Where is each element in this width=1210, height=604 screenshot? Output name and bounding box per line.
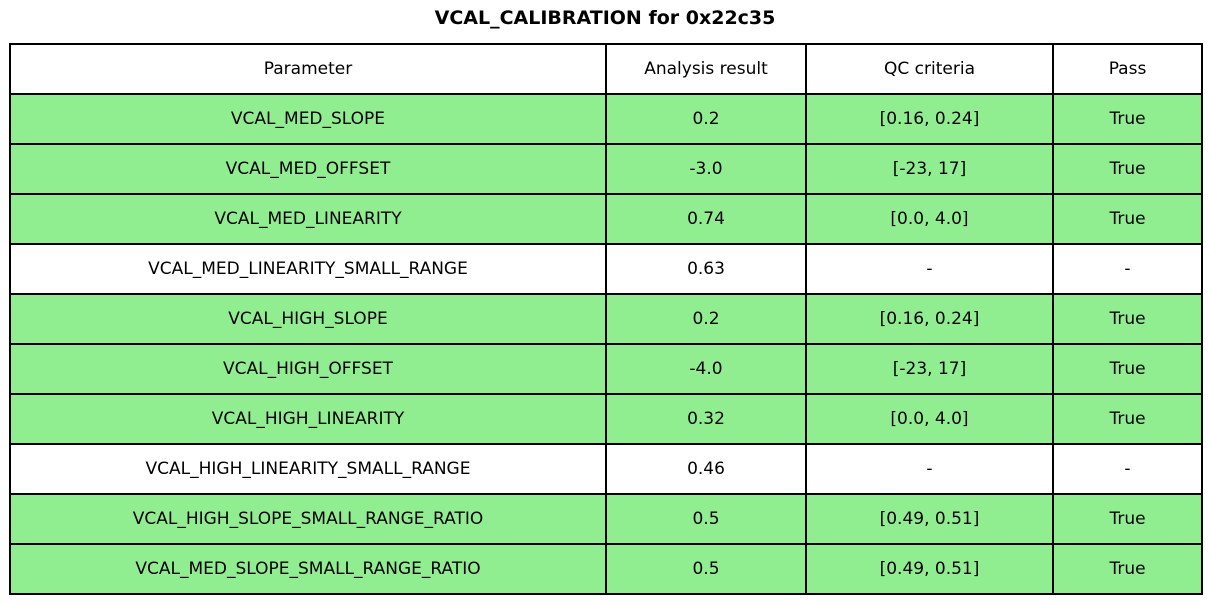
pass-cell: True (1052, 93, 1203, 145)
result-cell: 0.5 (605, 493, 807, 545)
result-cell: 0.5 (605, 543, 807, 595)
table-row: VCAL_HIGH_SLOPE 0.2 [0.16, 0.24] True (9, 293, 1203, 345)
criteria-cell: [0.0, 4.0] (805, 393, 1054, 445)
table-row: VCAL_HIGH_OFFSET -4.0 [-23, 17] True (9, 343, 1203, 395)
header-parameter: Parameter (9, 43, 607, 95)
criteria-cell: [0.16, 0.24] (805, 293, 1054, 345)
pass-cell: - (1052, 243, 1203, 295)
table-header: Parameter Analysis result QC criteria Pa… (9, 43, 1203, 95)
result-cell: 0.74 (605, 193, 807, 245)
criteria-cell: [-23, 17] (805, 143, 1054, 195)
result-cell: -3.0 (605, 143, 807, 195)
criteria-cell: - (805, 443, 1054, 495)
criteria-cell: [0.16, 0.24] (805, 93, 1054, 145)
table-body: VCAL_MED_SLOPE 0.2 [0.16, 0.24] True VCA… (9, 93, 1203, 595)
table-row: VCAL_HIGH_SLOPE_SMALL_RANGE_RATIO 0.5 [0… (9, 493, 1203, 545)
result-cell: 0.32 (605, 393, 807, 445)
table-row: VCAL_MED_LINEARITY_SMALL_RANGE 0.63 - - (9, 243, 1203, 295)
criteria-cell: [0.49, 0.51] (805, 543, 1054, 595)
param-cell: VCAL_MED_SLOPE (9, 93, 607, 145)
table-row: VCAL_MED_SLOPE 0.2 [0.16, 0.24] True (9, 93, 1203, 145)
qc-criteria-table: Parameter Analysis result QC criteria Pa… (9, 43, 1203, 595)
criteria-cell: [-23, 17] (805, 343, 1054, 395)
pass-cell: True (1052, 343, 1203, 395)
param-cell: VCAL_HIGH_OFFSET (9, 343, 607, 395)
param-cell: VCAL_MED_LINEARITY_SMALL_RANGE (9, 243, 607, 295)
criteria-cell: [0.49, 0.51] (805, 493, 1054, 545)
param-cell: VCAL_HIGH_LINEARITY_SMALL_RANGE (9, 443, 607, 495)
pass-cell: True (1052, 543, 1203, 595)
pass-cell: True (1052, 393, 1203, 445)
result-cell: 0.2 (605, 93, 807, 145)
result-cell: 0.63 (605, 243, 807, 295)
param-cell: VCAL_MED_SLOPE_SMALL_RANGE_RATIO (9, 543, 607, 595)
criteria-cell: - (805, 243, 1054, 295)
param-cell: VCAL_HIGH_LINEARITY (9, 393, 607, 445)
result-cell: -4.0 (605, 343, 807, 395)
page-title: VCAL_CALIBRATION for 0x22c35 (434, 7, 776, 29)
header-row: Parameter Analysis result QC criteria Pa… (9, 43, 1203, 95)
header-analysis-result: Analysis result (605, 43, 807, 95)
table-row: VCAL_MED_LINEARITY 0.74 [0.0, 4.0] True (9, 193, 1203, 245)
param-cell: VCAL_HIGH_SLOPE_SMALL_RANGE_RATIO (9, 493, 607, 545)
pass-cell: - (1052, 443, 1203, 495)
param-cell: VCAL_HIGH_SLOPE (9, 293, 607, 345)
pass-cell: True (1052, 493, 1203, 545)
result-cell: 0.2 (605, 293, 807, 345)
param-cell: VCAL_MED_OFFSET (9, 143, 607, 195)
header-qc-criteria: QC criteria (805, 43, 1054, 95)
criteria-cell: [0.0, 4.0] (805, 193, 1054, 245)
table-row: VCAL_MED_OFFSET -3.0 [-23, 17] True (9, 143, 1203, 195)
header-pass: Pass (1052, 43, 1203, 95)
table-row: VCAL_HIGH_LINEARITY_SMALL_RANGE 0.46 - - (9, 443, 1203, 495)
pass-cell: True (1052, 143, 1203, 195)
pass-cell: True (1052, 293, 1203, 345)
result-cell: 0.46 (605, 443, 807, 495)
table-row: VCAL_HIGH_LINEARITY 0.32 [0.0, 4.0] True (9, 393, 1203, 445)
pass-cell: True (1052, 193, 1203, 245)
table-row: VCAL_MED_SLOPE_SMALL_RANGE_RATIO 0.5 [0.… (9, 543, 1203, 595)
param-cell: VCAL_MED_LINEARITY (9, 193, 607, 245)
